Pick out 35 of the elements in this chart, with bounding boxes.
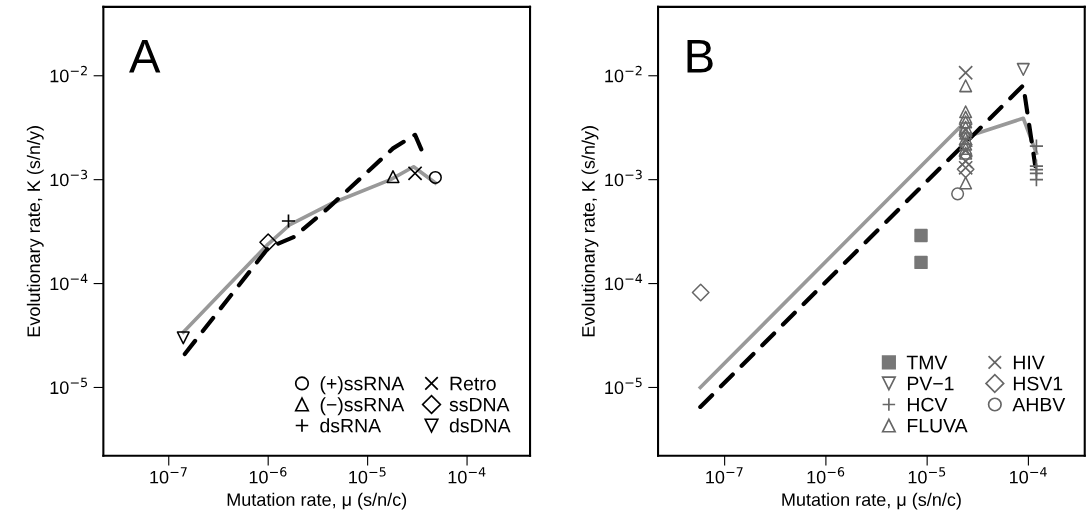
legend-label: FLUVA bbox=[907, 418, 968, 433]
y-axis-title: Evolutionary rate, K (s/n/y) bbox=[26, 126, 44, 337]
legend-label: HCV bbox=[907, 397, 948, 412]
annotation: B bbox=[687, 40, 713, 73]
y-tick-label: 10$^{−3}$ bbox=[605, 169, 642, 187]
x-tick-label: 10$^{−4}$ bbox=[1010, 467, 1047, 484]
x-tick-label: 10$^{−4}$ bbox=[448, 467, 486, 484]
x-tick-label: 10$^{−5}$ bbox=[908, 467, 946, 484]
y-tick-label: 10$^{−2}$ bbox=[50, 65, 87, 83]
y-tick-label: 10$^{−4}$ bbox=[50, 273, 88, 291]
y-tick-label: 10$^{−4}$ bbox=[605, 273, 643, 291]
x-tick-label: 10$^{−5}$ bbox=[349, 467, 386, 484]
legend-label: ssDNA bbox=[449, 397, 510, 412]
annotation: A bbox=[129, 40, 161, 73]
y-tick-label: 10$^{−3}$ bbox=[50, 169, 88, 187]
legend-label: (−)ssRNA bbox=[320, 397, 405, 416]
y-axis-title: Evolutionary rate, K (s/n/y) bbox=[581, 126, 599, 337]
legend-label: HIV bbox=[1013, 355, 1045, 370]
legend-label: HSV1 bbox=[1013, 376, 1063, 391]
legend-label: TMV bbox=[906, 355, 948, 370]
x-tick-label: 10$^{−7}$ bbox=[706, 467, 743, 484]
legend-label: AHBV bbox=[1012, 397, 1066, 412]
y-tick-label: 10$^{−5}$ bbox=[605, 377, 642, 395]
x-axis-title: Mutation rate, μ (s/n/c) bbox=[227, 492, 407, 510]
legend-label: dsRNA bbox=[320, 418, 382, 433]
x-tick-label: 10$^{−6}$ bbox=[807, 467, 845, 484]
legend-label: (+)ssRNA bbox=[320, 376, 405, 395]
x-tick-label: 10$^{−7}$ bbox=[150, 467, 187, 484]
x-axis-title: Mutation rate, μ (s/n/c) bbox=[782, 492, 961, 510]
legend-label: PV−1 bbox=[907, 376, 954, 391]
legend-label: Retro bbox=[450, 376, 496, 391]
x-tick-label: 10$^{−6}$ bbox=[249, 467, 287, 484]
y-tick-label: 10$^{−5}$ bbox=[50, 377, 88, 395]
y-tick-label: 10$^{−2}$ bbox=[605, 65, 642, 83]
legend-label: dsDNA bbox=[449, 418, 511, 433]
